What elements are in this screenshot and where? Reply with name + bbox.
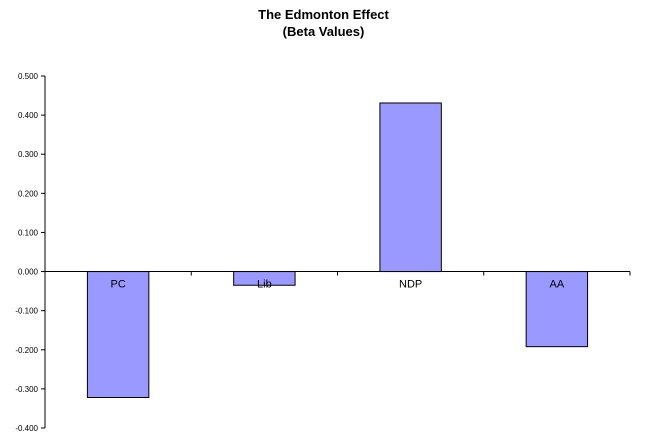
chart-subtitle: (Beta Values)	[282, 24, 365, 39]
y-tick-label: -0.300	[15, 385, 38, 394]
bar-pc	[86, 271, 150, 398]
category-label: AA	[550, 279, 565, 291]
y-tick-label: -0.100	[15, 307, 38, 316]
y-tick-label: -0.400	[15, 424, 38, 433]
y-tick-label: 0.200	[18, 189, 39, 198]
y-tick-label: 0.300	[18, 150, 39, 159]
y-tick-label: -0.200	[15, 346, 38, 355]
bar-aa	[525, 271, 589, 348]
y-tick-label: 0.100	[18, 228, 39, 237]
category-label: Lib	[257, 279, 272, 291]
chart-title-block: The Edmonton Effect (Beta Values)	[0, 6, 647, 40]
y-tick-label: 0.400	[18, 111, 39, 120]
bar-lib	[233, 271, 296, 286]
category-label: NDP	[399, 279, 422, 291]
y-tick-label: 0.500	[18, 72, 39, 81]
y-tick-label: 0.000	[18, 268, 39, 277]
bar-ndp	[379, 102, 442, 273]
chart-title: The Edmonton Effect	[258, 7, 389, 22]
category-label: PC	[110, 279, 125, 291]
